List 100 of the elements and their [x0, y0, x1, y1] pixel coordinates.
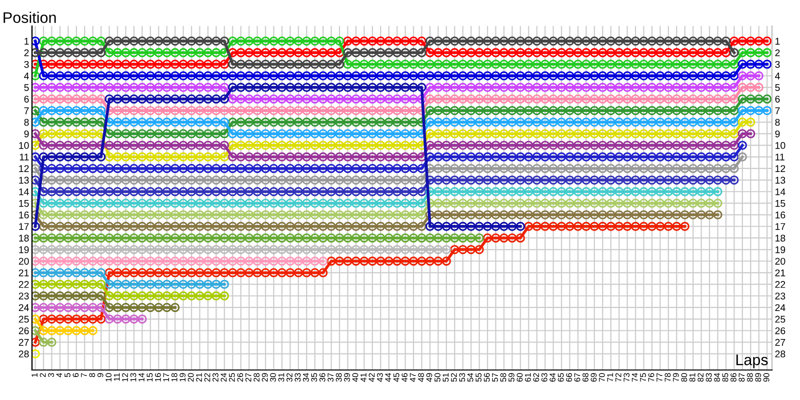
point: [138, 280, 147, 289]
point: [434, 222, 443, 231]
point: [343, 82, 352, 92]
point: [351, 82, 361, 92]
point: [310, 256, 320, 266]
point: [269, 82, 278, 92]
y-tick-label: 18: [19, 234, 29, 242]
y-tick-label: 14: [19, 188, 29, 196]
point: [47, 268, 56, 278]
point: [334, 82, 344, 92]
point: [302, 256, 312, 266]
x-tick-label: 34: [302, 373, 309, 382]
y-tick-label: 15: [19, 200, 29, 207]
x-tick-label: 69: [590, 373, 597, 382]
point: [121, 314, 130, 324]
point: [32, 302, 40, 312]
point: [244, 82, 254, 92]
point: [104, 94, 114, 104]
point: [302, 244, 312, 254]
y2-tick-label: 25: [775, 316, 786, 323]
y2-tick-label: 8: [775, 118, 780, 126]
x-tick-label: 20: [188, 373, 194, 382]
x-tick-label: 21: [196, 373, 202, 382]
point: [186, 94, 196, 104]
y2-tick-label: 1: [776, 38, 780, 45]
x-tick-label: 54: [467, 373, 474, 382]
point: [32, 256, 40, 266]
x-tick-label: 80: [681, 373, 688, 382]
y-tick-label: 19: [19, 246, 29, 254]
y-tick-label: 6: [24, 96, 29, 103]
point: [55, 244, 65, 254]
point: [392, 244, 402, 254]
point: [138, 302, 147, 312]
point: [104, 244, 114, 254]
point: [286, 256, 295, 266]
y2-tick-label: 12: [776, 165, 786, 172]
point: [212, 244, 221, 254]
y-tick-label: 4: [24, 72, 29, 80]
point: [376, 233, 386, 243]
point: [129, 233, 139, 243]
y2-tick-label: 9: [775, 130, 780, 138]
point: [236, 233, 246, 243]
point: [47, 302, 56, 312]
point: [178, 94, 188, 104]
point: [64, 152, 73, 162]
point: [186, 291, 196, 300]
point: [55, 291, 65, 300]
point: [38, 152, 48, 162]
point: [408, 244, 418, 254]
point: [55, 326, 65, 336]
y2-tick-label: 4: [775, 72, 780, 80]
point: [104, 233, 114, 243]
point: [55, 280, 65, 289]
point: [170, 233, 180, 243]
point: [129, 256, 139, 266]
point: [170, 291, 180, 300]
x-tick-label: 82: [698, 373, 704, 382]
y-tick-label: 25: [18, 316, 29, 323]
point: [318, 256, 328, 266]
x-tick-label: 51: [442, 373, 449, 382]
point: [450, 222, 460, 231]
point: [72, 302, 81, 312]
point: [170, 302, 180, 312]
point: [32, 233, 40, 243]
point: [442, 233, 451, 243]
y2-tick-label: 7: [775, 107, 780, 114]
x-tick-label: 81: [689, 373, 696, 382]
point: [269, 233, 278, 243]
point: [96, 291, 106, 300]
point: [38, 326, 48, 336]
point: [162, 291, 172, 300]
point: [236, 256, 246, 266]
point: [417, 233, 426, 243]
x-tick-label: 27: [245, 373, 252, 382]
point: [129, 94, 139, 104]
point: [32, 314, 40, 324]
point: [302, 233, 312, 243]
y2-tick-label: 10: [776, 142, 786, 149]
x-tick-label: 79: [672, 373, 679, 382]
point: [442, 222, 451, 231]
x-tick-label: 87: [738, 373, 745, 382]
point: [170, 256, 180, 266]
x-tick-label: 14: [138, 373, 144, 382]
point: [294, 244, 303, 254]
x-tick-label: 48: [418, 373, 424, 382]
point: [260, 82, 270, 92]
point: [47, 280, 56, 289]
point: [162, 302, 172, 312]
point: [80, 268, 90, 278]
x-tick-label: 70: [598, 373, 605, 382]
point: [32, 326, 40, 336]
point: [121, 280, 130, 289]
point: [302, 82, 312, 92]
point: [72, 280, 81, 289]
point: [64, 256, 73, 266]
point: [212, 291, 221, 300]
point: [482, 222, 492, 231]
point: [55, 233, 65, 243]
point: [334, 244, 344, 254]
x-tick-label: 18: [171, 373, 178, 382]
